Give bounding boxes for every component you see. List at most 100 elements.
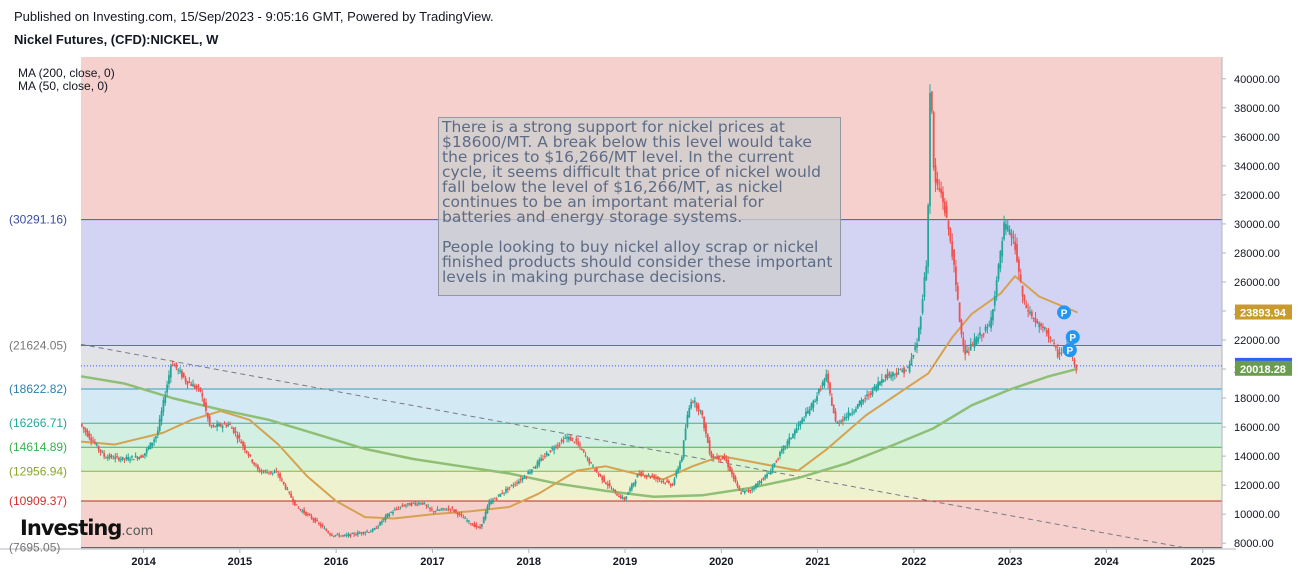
candle-body [366,531,368,533]
candle-body [808,409,811,415]
candle-body [497,494,500,496]
candle-body [116,455,119,457]
candle-body [453,509,456,512]
candle-body [936,179,939,185]
last-value-tags: 23893.9420217.0020018.28 [81,304,1292,376]
candle-body [779,451,781,457]
fib-label-4: (14614.89) [9,440,67,454]
candle-body [403,505,406,507]
candle-body [560,440,563,442]
candle-body [1008,229,1011,235]
candle-body [951,241,954,257]
candle-body [445,509,448,511]
moving-averages [80,275,1078,520]
candle-body [416,504,418,506]
candle-body [297,507,300,509]
y-tick-label: 38000.00 [1234,103,1280,115]
candle-body [716,456,718,459]
candle-body [649,476,652,478]
event-marker-label: P [1067,346,1074,357]
fib-label-7: (7695.05) [9,541,60,555]
candle-body [580,449,583,451]
candle-body [671,484,674,486]
candle-body [443,508,446,510]
candle-body [380,521,383,524]
candle-body [216,423,218,427]
candle-body [501,493,504,495]
candle-body [156,430,159,436]
candle-body [997,264,1000,280]
candle-body [388,513,391,517]
candle-body [392,511,394,514]
candle-body [321,524,324,527]
candle-body [506,488,509,491]
candle-body [838,422,841,424]
candle-body [916,343,918,348]
candle-body [725,458,728,462]
ma200-legend[interactable]: MA (200, close, 0) [18,66,115,80]
candle-body [140,455,143,458]
candle-body [856,404,859,409]
candle-body [545,452,548,456]
candle-body [232,427,235,433]
candle-body [1060,352,1063,354]
candle-body [1055,346,1057,348]
candle-body [188,381,191,383]
candle-body [597,473,600,475]
y-tick-label: 14000.00 [1234,451,1280,463]
candle-body [118,457,120,461]
candle-body [803,419,805,421]
candle-body [408,503,411,506]
candle-body [836,421,839,424]
event-marker-2 [1062,343,1077,358]
fib-label-1: (21624.05) [9,338,67,352]
candle-body [614,489,617,492]
candle-body [395,508,398,510]
candle-body [823,379,826,386]
candle-body [751,488,754,490]
candle-body [888,372,891,376]
candle-body [897,373,900,375]
candle-body [906,367,909,369]
candle-body [623,497,626,500]
candle-body [582,449,585,452]
candle-body [905,370,907,372]
candle-body [618,496,620,498]
candle-body [795,428,798,433]
candle-body [143,453,146,456]
candle-body [292,498,294,503]
candle-body [92,440,94,442]
x-tick-label: 2023 [998,556,1022,568]
candle-body [251,459,254,463]
candle-body [242,441,244,447]
ma50-legend[interactable]: MA (50, close, 0) [18,79,109,93]
candle-body [168,375,170,385]
candle-body [875,385,878,391]
candle-body [253,462,256,465]
fib-label-2: (18622.82) [9,382,67,396]
candle-body [549,450,552,453]
candle-body [764,475,767,479]
candle-body [525,476,528,478]
candle-body [308,513,311,516]
candle-body [790,437,793,439]
annotation-paragraph-2: People looking to buy nickel alloy scrap… [442,238,833,286]
candle-body [166,384,169,393]
x-tick-label: 2020 [709,556,733,568]
candle-body [651,475,654,477]
candle-body [958,302,961,322]
candle-body [914,346,917,351]
candle-body [697,405,700,412]
candle-body [593,469,596,472]
x-tick-label: 2018 [516,556,540,568]
candle-body [810,403,813,410]
candle-body [940,188,943,194]
candle-body [729,466,731,472]
candle-body [680,457,683,462]
candle-body [355,534,357,536]
candle-body [964,345,967,355]
candle-body [129,459,131,461]
candle-body [619,495,622,499]
annotation-note[interactable]: There is a strong support for nickel pri… [438,117,841,296]
fib-zone-2 [81,345,1222,390]
